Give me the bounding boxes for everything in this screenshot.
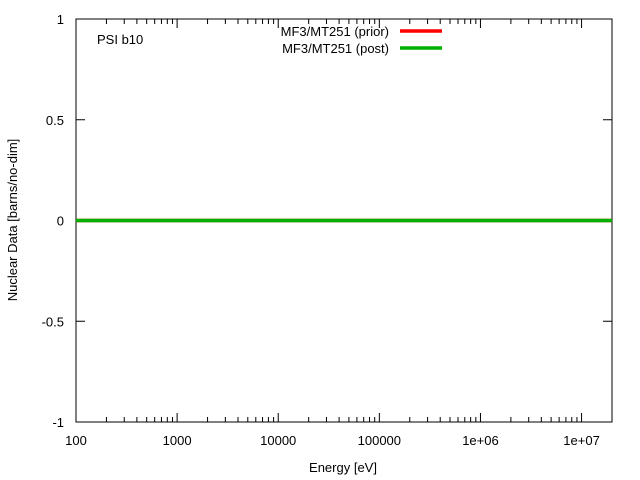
y-axis-label: Nuclear Data [barns/no-dim] — [5, 139, 20, 302]
legend: MF3/MT251 (prior) MF3/MT251 (post) — [281, 24, 442, 56]
y-tick-label: 0 — [57, 214, 64, 229]
y-tick-label: 1 — [57, 12, 64, 27]
x-tick-label: 1e+07 — [563, 433, 600, 448]
x-tick-label: 100 — [65, 433, 87, 448]
legend-label: MF3/MT251 (post) — [282, 41, 389, 56]
x-tick-labels: 100 1000 10000 100000 1e+06 1e+07 — [65, 433, 600, 448]
x-tick-label: 1e+06 — [462, 433, 499, 448]
x-axis-label: Energy [eV] — [309, 460, 377, 475]
y-tick-label: 0.5 — [46, 113, 64, 128]
plot-annotation: PSI b10 — [97, 32, 143, 47]
legend-label: MF3/MT251 (prior) — [281, 24, 389, 39]
y-tick-label: -1 — [52, 415, 64, 430]
x-tick-label: 10000 — [260, 433, 296, 448]
y-tick-labels: 1 0.5 0 -0.5 -1 — [42, 12, 64, 430]
minor-ticks — [105, 19, 578, 422]
x-tick-label: 100000 — [358, 433, 401, 448]
y-tick-label: -0.5 — [42, 314, 64, 329]
x-tick-label: 1000 — [163, 433, 192, 448]
